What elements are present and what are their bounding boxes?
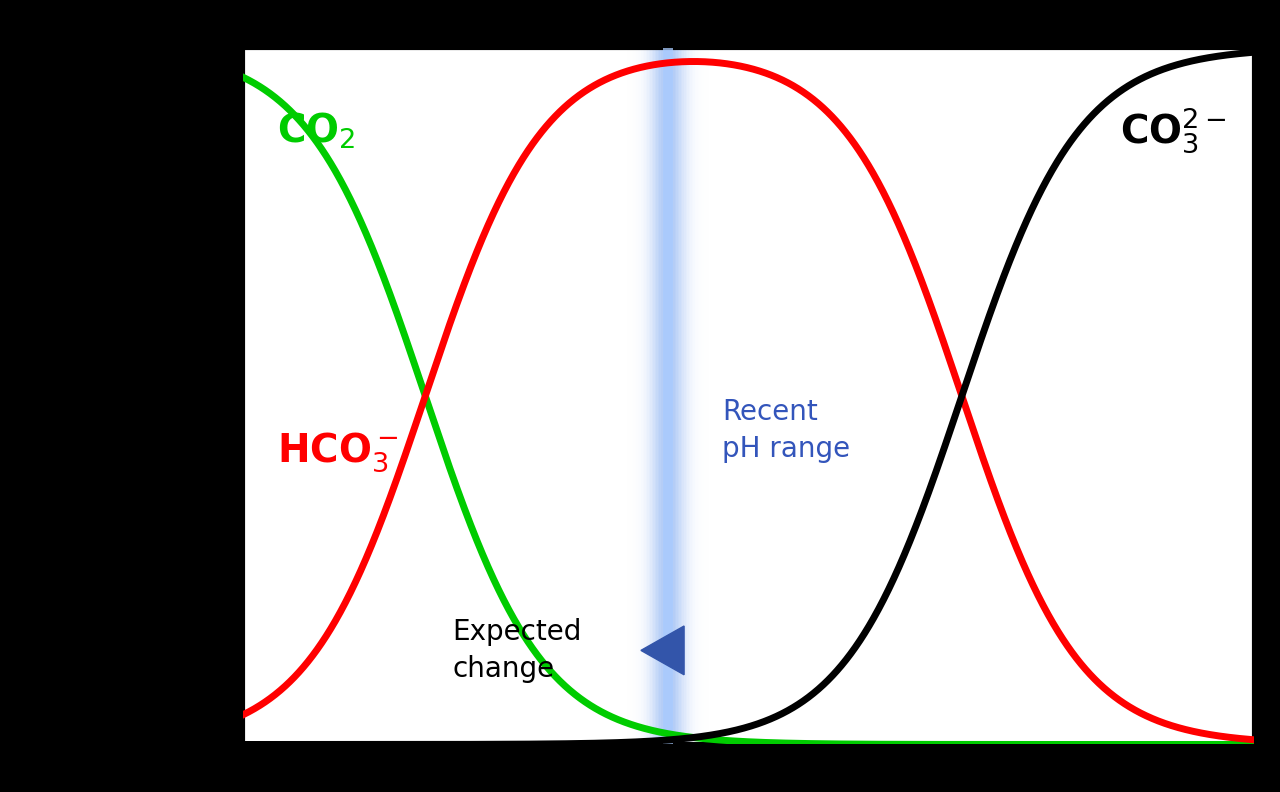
- Text: CO$_2$: CO$_2$: [276, 111, 356, 151]
- Bar: [611, 48, 612, 744]
- Bar: [672, 48, 673, 744]
- Bar: [680, 48, 681, 744]
- Bar: [643, 48, 644, 744]
- Bar: [614, 48, 617, 744]
- Bar: [726, 48, 727, 744]
- Bar: [632, 48, 634, 744]
- Bar: [681, 48, 682, 744]
- Bar: [686, 48, 687, 744]
- Bar: [704, 48, 705, 744]
- Text: CO$_3^{2-}$: CO$_3^{2-}$: [1120, 106, 1226, 156]
- Bar: [628, 48, 630, 744]
- Bar: [709, 48, 710, 744]
- Polygon shape: [641, 626, 684, 675]
- Bar: [649, 48, 650, 744]
- Bar: [655, 48, 657, 744]
- Bar: [668, 48, 671, 744]
- Bar: [718, 48, 719, 744]
- Bar: [717, 48, 718, 744]
- Bar: [663, 48, 664, 744]
- Bar: [676, 48, 678, 744]
- Bar: [617, 48, 618, 744]
- Bar: [627, 48, 628, 744]
- Bar: [724, 48, 726, 744]
- Bar: [675, 48, 676, 744]
- Bar: [710, 48, 712, 744]
- Bar: [684, 48, 686, 744]
- Bar: [630, 48, 632, 744]
- Bar: [666, 48, 667, 744]
- Bar: [648, 48, 649, 744]
- Bar: [687, 48, 689, 744]
- Bar: [722, 48, 724, 744]
- Bar: [637, 48, 640, 744]
- Bar: [698, 48, 699, 744]
- Bar: [707, 48, 709, 744]
- Bar: [621, 48, 622, 744]
- Bar: [618, 48, 620, 744]
- Bar: [719, 48, 721, 744]
- Bar: [636, 48, 637, 744]
- Bar: [713, 48, 714, 744]
- Text: Expected
change: Expected change: [452, 618, 581, 683]
- Bar: [682, 48, 684, 744]
- Bar: [699, 48, 701, 744]
- Bar: [613, 48, 614, 744]
- Bar: [620, 48, 621, 744]
- Bar: [673, 48, 675, 744]
- Bar: [695, 48, 696, 744]
- Bar: [712, 48, 713, 744]
- Text: HCO$_3^-$: HCO$_3^-$: [276, 430, 398, 474]
- Bar: [641, 48, 643, 744]
- Bar: [609, 48, 611, 744]
- Bar: [678, 48, 680, 744]
- Bar: [660, 48, 663, 744]
- Bar: [701, 48, 703, 744]
- Bar: [703, 48, 704, 744]
- Bar: [696, 48, 698, 744]
- Bar: [612, 48, 613, 744]
- Bar: [607, 48, 609, 744]
- Bar: [671, 48, 672, 744]
- Bar: [727, 48, 728, 744]
- Bar: [658, 48, 659, 744]
- Bar: [667, 48, 668, 744]
- Bar: [634, 48, 635, 744]
- Bar: [694, 48, 695, 744]
- Bar: [640, 48, 641, 744]
- Bar: [663, 48, 673, 744]
- Bar: [625, 48, 626, 744]
- Bar: [721, 48, 722, 744]
- Bar: [644, 48, 645, 744]
- Bar: [690, 48, 691, 744]
- Bar: [659, 48, 660, 744]
- Bar: [622, 48, 625, 744]
- Bar: [652, 48, 653, 744]
- Bar: [650, 48, 652, 744]
- Bar: [626, 48, 627, 744]
- Bar: [653, 48, 655, 744]
- Bar: [691, 48, 694, 744]
- Bar: [714, 48, 717, 744]
- Bar: [664, 48, 666, 744]
- Bar: [689, 48, 690, 744]
- Text: Recent
pH range: Recent pH range: [722, 398, 850, 463]
- Bar: [657, 48, 658, 744]
- Bar: [635, 48, 636, 744]
- Bar: [645, 48, 648, 744]
- Bar: [705, 48, 707, 744]
